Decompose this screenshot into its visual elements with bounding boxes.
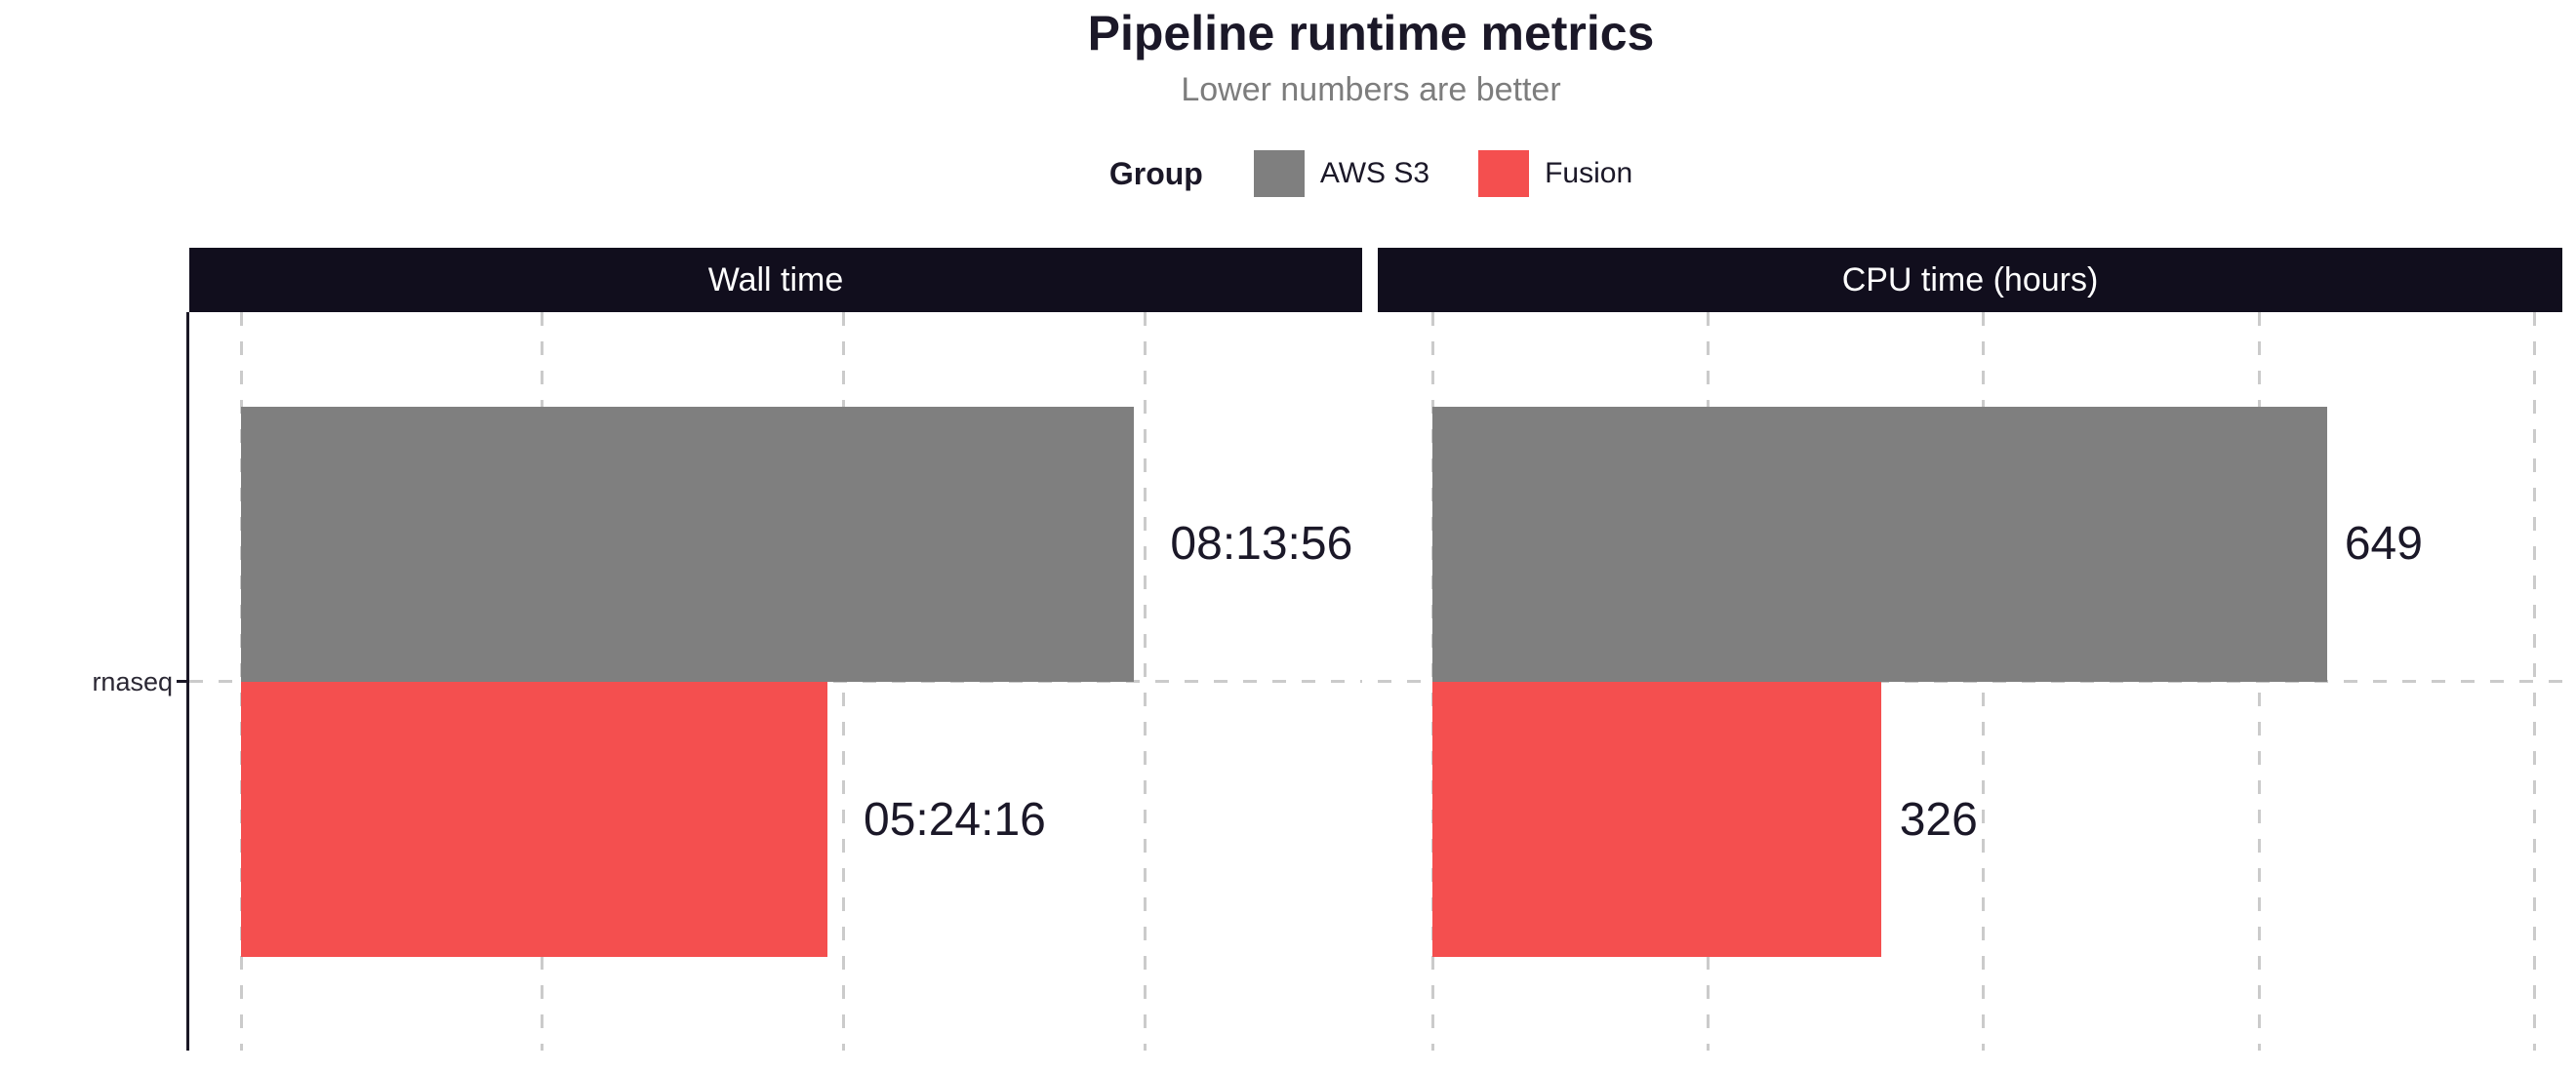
y-axis-tick bbox=[177, 680, 187, 683]
legend-title: Group bbox=[1108, 155, 1203, 191]
bar-value-label-cpu-time-fusion: 326 bbox=[1899, 794, 1978, 846]
legend-item-aws-s3: AWS S3 bbox=[1253, 150, 1430, 197]
panel-wall-time: 08:13:56 05:24:16 bbox=[189, 312, 1362, 1051]
legend-label-aws-s3: AWS S3 bbox=[1319, 157, 1430, 189]
bar-cpu-time-aws-s3 bbox=[1432, 407, 2327, 682]
panel-cpu-time-plot-area: 649 326 bbox=[1378, 312, 2562, 1051]
bar-wall-time-fusion bbox=[241, 682, 827, 957]
y-axis-tick-label: rnaseq bbox=[92, 667, 173, 696]
bar-cpu-time-fusion bbox=[1432, 682, 1882, 957]
facet-strip-wall-time: Wall time bbox=[189, 248, 1362, 312]
bar-value-label-wall-time-aws-s3: 08:13:56 bbox=[1170, 518, 1353, 570]
facet-strip-cpu-time: CPU time (hours) bbox=[1378, 248, 2562, 312]
panel-wall-time-plot-area: 08:13:56 05:24:16 bbox=[189, 312, 1362, 1051]
bar-wall-time-aws-s3 bbox=[241, 407, 1135, 682]
legend-swatch-fusion bbox=[1478, 150, 1530, 197]
legend-item-fusion: Fusion bbox=[1478, 150, 1632, 197]
bar-value-label-cpu-time-aws-s3: 649 bbox=[2344, 518, 2423, 570]
chart-title: Pipeline runtime metrics bbox=[1087, 6, 1655, 60]
legend-swatch-aws-s3 bbox=[1253, 150, 1305, 197]
facet-strip-cpu-time-label: CPU time (hours) bbox=[1841, 261, 2099, 298]
y-axis-line bbox=[186, 312, 189, 1051]
legend: Group AWS S3 Fusion bbox=[176, 146, 2566, 201]
panel-cpu-time: 649 326 bbox=[1378, 312, 2562, 1051]
legend-label-fusion: Fusion bbox=[1545, 157, 1633, 189]
facet-strip-wall-time-label: Wall time bbox=[707, 261, 844, 298]
chart-subtitle: Lower numbers are better bbox=[1181, 71, 1561, 108]
bar-value-label-wall-time-fusion: 05:24:16 bbox=[864, 794, 1046, 846]
